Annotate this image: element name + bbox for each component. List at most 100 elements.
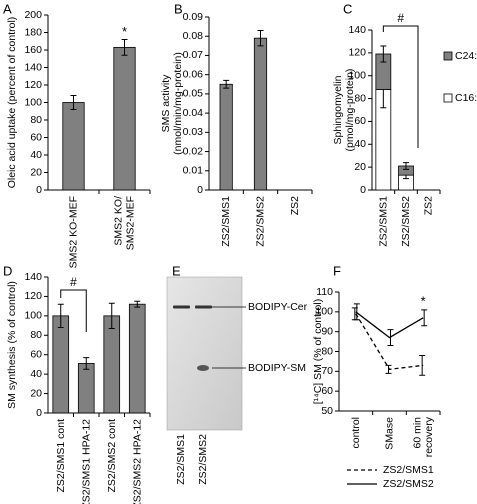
x-tick-label: ZS2/SMS1 HPA-12 (80, 419, 92, 504)
y-tick-label: 0 (36, 407, 42, 419)
band-label: BODIPY-SM (248, 362, 306, 374)
x-tick-label: SMS2 KO/SMS2-MEF (113, 196, 137, 250)
gel-band (195, 305, 212, 309)
error-bar (403, 162, 409, 170)
panel-label: C (343, 1, 352, 16)
error-bar (70, 95, 77, 110)
error-bar (419, 354, 426, 376)
y-tick-label: 0.06 (183, 68, 204, 80)
y-tick-label: 40 (354, 138, 366, 150)
annotation: # (397, 11, 404, 25)
x-tick-label: ZS2 (422, 196, 434, 215)
annotation: # (70, 275, 77, 289)
y-tick-label: 90 (321, 325, 333, 337)
legend-label: C16:0 (455, 92, 477, 104)
line (355, 311, 424, 339)
y-tick-label: 0 (36, 184, 42, 196)
y-tick-label: 200 (24, 9, 42, 21)
y-tick-label: 20 (30, 387, 42, 399)
bar (62, 102, 85, 191)
y-tick-label: 80 (354, 92, 366, 104)
y-tick-label: 60 (30, 348, 42, 360)
y-tick-label: 0 (360, 184, 366, 196)
y-tick-label: 120 (348, 47, 366, 59)
lane-label: ZS2/SMS2 (197, 434, 209, 485)
error-bar (353, 303, 360, 321)
y-tick-label: 0.02 (183, 145, 204, 157)
x-tick-label: SMase (383, 417, 395, 450)
y-tick-label: 120 (24, 290, 42, 302)
y-axis-label: Sphingomyelin(pmol/mg-protein) (332, 69, 356, 152)
y-tick-label: 180 (24, 26, 42, 38)
legend-label: C24:1 (455, 50, 477, 62)
gel-image (166, 276, 243, 431)
y-axis-label: SMS activity(nmol/min/mg-protein) (160, 52, 184, 155)
panel-label: A (3, 1, 12, 16)
y-tick-label: 0.01 (183, 165, 204, 177)
error-bar (134, 300, 141, 308)
error-bar (57, 303, 64, 329)
panel-label: D (3, 263, 12, 278)
y-tick-label: 100 (24, 96, 42, 108)
y-tick-label: 80 (30, 114, 42, 126)
y-tick-label: 160 (24, 44, 42, 56)
y-tick-label: 120 (24, 79, 42, 91)
y-tick-label: 140 (348, 24, 366, 36)
line (355, 313, 424, 371)
y-axis-label: Oleic acid uptake (percent of control) (6, 17, 18, 189)
bar (77, 363, 95, 414)
x-tick-label: control (350, 417, 362, 449)
bar (103, 315, 121, 414)
y-axis-label: SM synthesis (% of control) (6, 281, 18, 409)
y-tick-label: 60 (354, 115, 366, 127)
y-tick-label: 0.09 (183, 11, 204, 23)
y-tick-label: 70 (321, 365, 333, 377)
x-tick-label: ZS2/SMS1 (220, 196, 232, 247)
lane-label: ZS2/SMS1 (175, 434, 187, 485)
bar (128, 303, 146, 414)
error-bar (108, 302, 115, 329)
x-tick-label: ZS2/SMS2 (254, 196, 266, 247)
error-bar (121, 39, 128, 56)
band-label: BODIPY-Cer (248, 301, 308, 313)
x-tick-label: SMS2 KO-MEF (67, 196, 79, 268)
bar (113, 46, 136, 191)
error-bar (257, 29, 264, 47)
panel-label: B (174, 1, 183, 16)
legend-swatch (443, 51, 453, 61)
bracket (60, 289, 87, 332)
x-tick-label: ZS2/SMS2 cont (106, 419, 118, 493)
panel-label: F (333, 263, 341, 278)
y-tick-label: 60 (321, 385, 333, 397)
bar (253, 37, 268, 191)
y-tick-label: 0.04 (183, 107, 204, 119)
error-bar (385, 364, 392, 374)
x-tick-label: ZS2 (289, 196, 301, 215)
error-bar (380, 45, 387, 63)
y-tick-label: 40 (30, 368, 42, 380)
panel-label: E (172, 263, 181, 278)
y-tick-label: 0 (197, 184, 203, 196)
y-tick-label: 140 (24, 271, 42, 283)
y-tick-label: 110 (316, 286, 333, 298)
x-tick-label: ZS2/SMS1 cont (55, 419, 67, 493)
error-bar (83, 357, 90, 370)
x-tick-label: ZS2/SMS2 HPA-12 (131, 419, 143, 504)
error-bar (387, 329, 394, 347)
bracket (382, 25, 419, 148)
y-tick-label: 80 (321, 345, 333, 357)
y-tick-label: 20 (354, 161, 366, 173)
y-tick-label: 0.08 (183, 30, 204, 42)
y-tick-label: 0.03 (183, 126, 204, 138)
legend-label: ZS2/SMS2 (383, 478, 434, 490)
annotation: * (421, 293, 426, 308)
legend-label: ZS2/SMS1 (383, 464, 434, 476)
gel-band (173, 305, 190, 309)
x-tick-label: 60 minrecovery (411, 416, 435, 457)
y-tick-label: 40 (30, 149, 42, 161)
legend-swatch (443, 93, 453, 103)
y-tick-label: 0.05 (183, 88, 204, 100)
x-tick-label: ZS2/SMS1 (377, 196, 389, 247)
y-tick-label: 20 (30, 166, 42, 178)
